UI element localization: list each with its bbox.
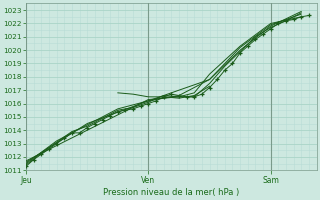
X-axis label: Pression niveau de la mer( hPa ): Pression niveau de la mer( hPa ): [103, 188, 239, 197]
